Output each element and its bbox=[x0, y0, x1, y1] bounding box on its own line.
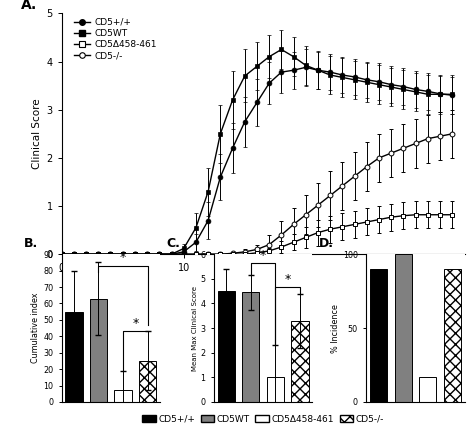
Bar bbox=[419, 377, 436, 402]
Text: D.: D. bbox=[319, 237, 334, 250]
Legend: CD5+/+, CD5WT, CD5Δ458-461, CD5-/-: CD5+/+, CD5WT, CD5Δ458-461, CD5-/- bbox=[142, 414, 384, 424]
Bar bbox=[139, 361, 156, 402]
Y-axis label: Clinical Score: Clinical Score bbox=[32, 98, 42, 169]
Text: *: * bbox=[260, 249, 266, 262]
Bar bbox=[444, 269, 461, 402]
Text: *: * bbox=[132, 317, 138, 330]
Y-axis label: Cumulative index: Cumulative index bbox=[31, 293, 40, 363]
Text: *: * bbox=[284, 273, 291, 286]
Bar bbox=[90, 299, 107, 402]
Bar bbox=[114, 390, 132, 402]
Text: *: * bbox=[120, 251, 126, 264]
Legend: CD5+/+, CD5WT, CD5Δ458-461, CD5-/-: CD5+/+, CD5WT, CD5Δ458-461, CD5-/- bbox=[74, 18, 156, 61]
Bar bbox=[267, 377, 284, 402]
Text: C.: C. bbox=[167, 237, 181, 250]
Y-axis label: % Incidence: % Incidence bbox=[331, 303, 340, 352]
Bar bbox=[218, 291, 235, 402]
Bar bbox=[394, 254, 412, 402]
Bar bbox=[292, 321, 309, 402]
Bar bbox=[242, 292, 259, 402]
Y-axis label: Mean Max Clinical Score: Mean Max Clinical Score bbox=[191, 286, 198, 371]
Bar bbox=[65, 312, 82, 402]
Text: A.: A. bbox=[21, 0, 37, 12]
Text: B.: B. bbox=[24, 237, 38, 250]
Bar bbox=[370, 269, 387, 402]
